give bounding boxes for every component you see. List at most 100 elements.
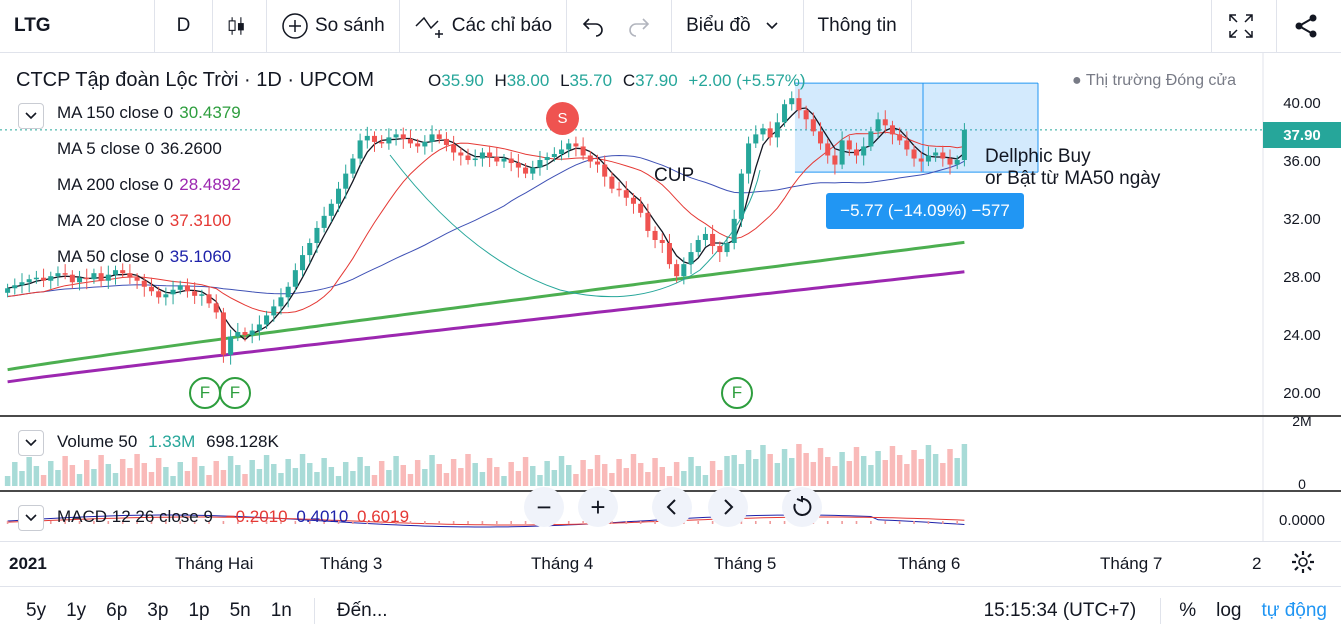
legend-item[interactable]: MA 150 close 0 30.4379 bbox=[57, 103, 241, 123]
candle-body bbox=[336, 188, 342, 204]
chart-style-button[interactable] bbox=[213, 0, 267, 52]
candle-body bbox=[566, 143, 572, 150]
redo-icon[interactable] bbox=[627, 15, 651, 37]
volume-bar bbox=[580, 460, 586, 486]
range-button[interactable]: 1p bbox=[188, 599, 210, 621]
candle-body bbox=[580, 146, 586, 156]
candle-body bbox=[796, 98, 802, 111]
auto-scale-toggle[interactable]: tự động bbox=[1261, 599, 1327, 621]
chart-title: CTCP Tập đoàn Lộc Trời · 1D · UPCOM bbox=[16, 69, 375, 91]
range-button[interactable]: 6p bbox=[106, 599, 128, 621]
range-button[interactable]: 3p bbox=[147, 599, 169, 621]
cup-annotation[interactable]: CUP bbox=[654, 165, 694, 187]
buy-annotation[interactable]: Dellphic Buy or Bật từ MA50 ngày bbox=[985, 146, 1160, 190]
volume-bar bbox=[235, 465, 241, 486]
volume-bar bbox=[961, 444, 968, 486]
legend-collapse-button[interactable] bbox=[18, 103, 44, 129]
undo-icon[interactable] bbox=[581, 15, 605, 37]
volume-bar bbox=[141, 463, 148, 486]
macd-collapse-button[interactable] bbox=[18, 505, 44, 531]
compare-button[interactable]: So sánh bbox=[267, 0, 400, 52]
candle-body bbox=[12, 285, 18, 289]
candle-body bbox=[803, 110, 809, 120]
chevron-right-icon bbox=[724, 499, 734, 515]
volume-bar bbox=[501, 476, 507, 486]
fullscreen-button[interactable] bbox=[1211, 0, 1276, 52]
reset-chart-button[interactable] bbox=[782, 487, 822, 527]
volume-bar bbox=[400, 465, 407, 486]
legend-item[interactable]: MA 5 close 0 36.2600 bbox=[57, 139, 222, 159]
range-button[interactable]: 1y bbox=[66, 599, 87, 621]
macd-histogram-bar bbox=[424, 521, 426, 524]
range-button[interactable]: 5y bbox=[26, 599, 47, 621]
macd-histogram-bar bbox=[107, 521, 110, 524]
scroll-right-button[interactable] bbox=[708, 487, 748, 527]
candle-body bbox=[48, 276, 54, 281]
legend-item[interactable]: MA 20 close 0 37.3100 bbox=[57, 211, 231, 231]
candle-body bbox=[472, 158, 478, 161]
share-button[interactable] bbox=[1276, 0, 1341, 52]
range-button[interactable]: 1n bbox=[270, 599, 292, 621]
candle-body bbox=[789, 98, 795, 105]
macd-histogram-bar bbox=[93, 521, 95, 524]
time-label: Tháng 4 bbox=[531, 554, 594, 573]
clock-display[interactable]: 15:15:34 (UTC+7) bbox=[983, 599, 1137, 621]
sell-signal-marker[interactable]: S bbox=[546, 102, 579, 135]
chart-type-dropdown[interactable]: Biểu đồ bbox=[672, 0, 804, 52]
volume-bar bbox=[623, 468, 630, 486]
low-value: 35.70 bbox=[569, 71, 613, 90]
info-label: Thông tin bbox=[817, 15, 897, 36]
volume-bar bbox=[91, 469, 97, 486]
price-axis-label: 32.00 bbox=[1283, 211, 1321, 228]
volume-axis-top: 2M bbox=[1292, 413, 1312, 429]
macd-histogram-bar bbox=[150, 521, 153, 524]
volume-bar bbox=[386, 470, 392, 486]
volume-collapse-button[interactable] bbox=[18, 430, 44, 456]
macd-histogram-bar bbox=[294, 521, 297, 524]
volume-bar bbox=[292, 468, 299, 486]
f-signal-marker[interactable]: F bbox=[189, 377, 221, 409]
candle-body bbox=[810, 119, 816, 132]
info-button[interactable]: Thông tin bbox=[804, 0, 912, 52]
time-axis[interactable]: 2021 Tháng Hai Tháng 3 Tháng 4 Tháng 5 T… bbox=[0, 541, 1341, 582]
volume-bar bbox=[954, 458, 960, 486]
candle-body bbox=[278, 297, 284, 307]
macd-histogram-bar bbox=[711, 521, 714, 524]
candle-body bbox=[379, 141, 385, 144]
change-value: +2.00 (+5.57%) bbox=[688, 71, 806, 90]
f-signal-label: F bbox=[229, 383, 241, 402]
macd-histogram-bar bbox=[697, 521, 700, 524]
candle-body bbox=[393, 134, 399, 138]
volume-bar bbox=[62, 456, 68, 486]
candle-body bbox=[357, 140, 363, 159]
volume-bar bbox=[594, 455, 601, 486]
candle-body bbox=[91, 273, 97, 280]
chevron-down-icon bbox=[25, 439, 37, 447]
zoom-out-button[interactable]: − bbox=[524, 487, 564, 527]
interval-button[interactable]: D bbox=[155, 0, 213, 52]
candle-body bbox=[559, 149, 565, 154]
volume-bar bbox=[530, 466, 536, 486]
legend-item[interactable]: MA 50 close 0 35.1060 bbox=[57, 247, 231, 267]
log-toggle[interactable]: log bbox=[1216, 599, 1242, 621]
legend-item[interactable]: MA 200 close 0 28.4892 bbox=[57, 175, 241, 195]
macd-value: −0.2010 bbox=[225, 507, 288, 526]
symbol-search[interactable]: LTG bbox=[0, 0, 155, 52]
settings-gear-icon[interactable] bbox=[1290, 549, 1316, 575]
volume-bar bbox=[33, 466, 40, 486]
zoom-in-button[interactable]: + bbox=[578, 487, 618, 527]
candle-body bbox=[710, 233, 716, 247]
candle-body bbox=[933, 152, 939, 156]
candle-body bbox=[62, 273, 68, 275]
macd-histogram-bar bbox=[740, 521, 743, 524]
candle-body bbox=[875, 119, 881, 132]
f-signal-marker[interactable]: F bbox=[721, 377, 753, 409]
percent-toggle[interactable]: % bbox=[1179, 599, 1197, 621]
volume-bar bbox=[278, 473, 284, 486]
range-button[interactable]: 5n bbox=[229, 599, 251, 621]
f-signal-marker[interactable]: F bbox=[219, 377, 251, 409]
goto-date-button[interactable]: Đến... bbox=[336, 599, 388, 621]
scroll-left-button[interactable] bbox=[652, 487, 692, 527]
indicators-button[interactable]: Các chỉ báo bbox=[400, 0, 568, 52]
candle-body bbox=[177, 285, 183, 290]
